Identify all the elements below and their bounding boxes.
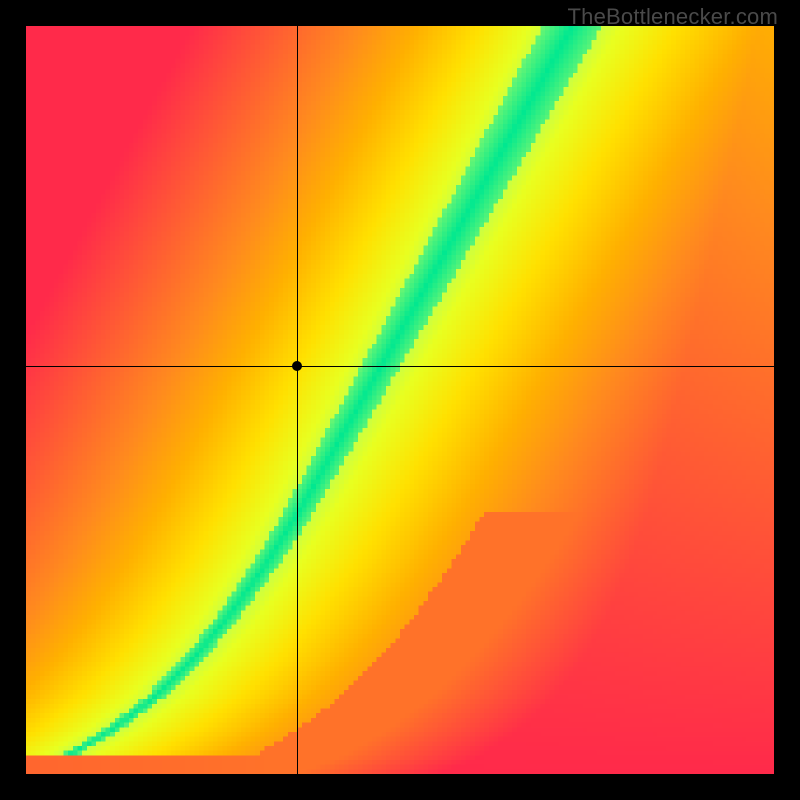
crosshair-horizontal — [26, 366, 774, 367]
plot-inner — [26, 26, 774, 774]
crosshair-vertical — [297, 26, 298, 774]
crosshair-marker — [292, 361, 302, 371]
heatmap-canvas — [26, 26, 774, 774]
plot-area — [26, 26, 774, 774]
